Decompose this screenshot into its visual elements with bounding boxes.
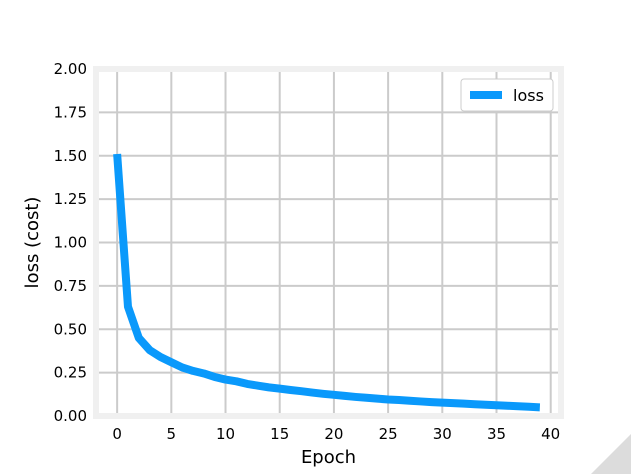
page-corner-fold <box>591 434 631 474</box>
y-tick-label: 1.00 <box>54 234 87 252</box>
series-group <box>113 153 541 412</box>
legend-box <box>460 78 554 112</box>
y-tick-label: 1.25 <box>54 190 87 208</box>
y-tick-label: 0.25 <box>54 364 87 382</box>
x-tick-label: 5 <box>167 425 177 443</box>
x-axis-title: Epoch <box>301 447 356 468</box>
plot-frame <box>93 66 564 419</box>
y-tick-labels: 0.00 0.25 0.50 0.75 1.00 1.25 1.50 1.75 2.00 <box>54 60 87 425</box>
x-tick-label: 20 <box>324 425 343 443</box>
series-line-loss <box>113 153 541 412</box>
y-tick-label: 0.50 <box>54 320 87 338</box>
x-tick-label: 25 <box>379 425 398 443</box>
y-tick-label: 2.00 <box>54 60 87 78</box>
x-tick-label: 15 <box>270 425 289 443</box>
legend-label-loss: loss <box>513 86 544 105</box>
x-tick-labels: 0 5 10 15 20 25 30 35 40 <box>112 425 560 443</box>
x-tick-label: 40 <box>541 425 560 443</box>
y-tick-label: 1.50 <box>54 147 87 165</box>
y-tick-label: 0.00 <box>54 407 87 425</box>
y-tick-label: 0.75 <box>54 277 87 295</box>
y-tick-label: 1.75 <box>54 103 87 121</box>
legend: loss <box>460 78 554 112</box>
x-tick-label: 35 <box>487 425 506 443</box>
x-tick-label: 0 <box>112 425 122 443</box>
x-tick-label: 30 <box>433 425 452 443</box>
y-axis-title: loss (cost) <box>22 197 43 289</box>
x-tick-label: 10 <box>216 425 235 443</box>
